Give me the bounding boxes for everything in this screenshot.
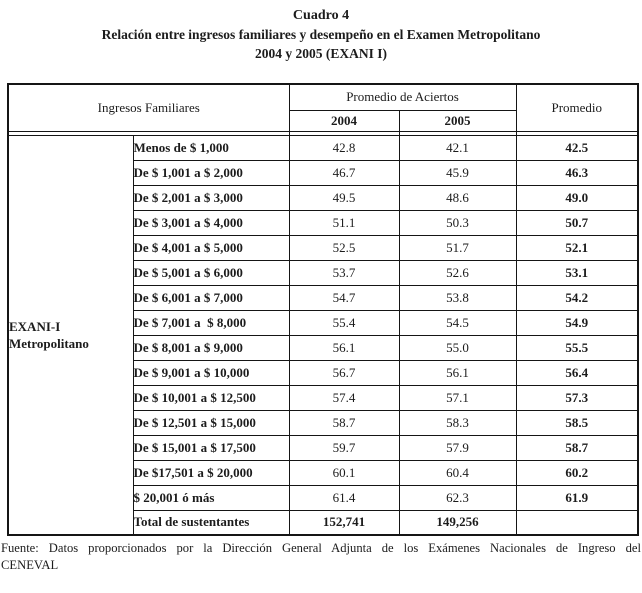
table-row: De $ 8,001 a $ 9,000 56.1 55.0 55.5 <box>8 334 639 361</box>
income-range-cell: De $ 1,001 a $ 2,000 <box>132 159 290 186</box>
promedio-cell: 57.3 <box>515 384 639 411</box>
promedio-cell: 61.9 <box>515 484 639 511</box>
score-2004-cell: 52.5 <box>288 234 400 261</box>
score-2004-cell: 56.7 <box>288 359 400 386</box>
header-year-2005: 2005 <box>398 109 517 132</box>
promedio-cell: 55.5 <box>515 334 639 361</box>
header-promedio: Promedio <box>515 83 639 132</box>
promedio-cell: 58.5 <box>515 409 639 436</box>
promedio-cell: 54.2 <box>515 284 639 311</box>
promedio-cell: 50.7 <box>515 209 639 236</box>
score-2004-cell: 46.7 <box>288 159 400 186</box>
exam-group-line1: EXANI-I <box>9 318 61 334</box>
score-2004-cell: 60.1 <box>288 459 400 486</box>
income-range-cell: De $ 8,001 a $ 9,000 <box>132 334 290 361</box>
promedio-cell: 46.3 <box>515 159 639 186</box>
total-row: Total de sustentantes 152,741 149,256 <box>8 509 639 536</box>
score-2005-cell: 48.6 <box>398 184 517 211</box>
income-range-cell: De $ 2,001 a $ 3,000 <box>132 184 290 211</box>
score-2005-cell: 56.1 <box>398 359 517 386</box>
score-2004-cell: 42.8 <box>288 134 400 161</box>
score-2004-cell: 53.7 <box>288 259 400 286</box>
header-promedio-de-aciertos: Promedio de Aciertos <box>288 83 517 111</box>
score-2005-cell: 62.3 <box>398 484 517 511</box>
table-row: $ 20,001 ó más 61.4 62.3 61.9 <box>8 484 639 511</box>
table-row: De $ 1,001 a $ 2,000 46.7 45.9 46.3 <box>8 159 639 186</box>
score-2005-cell: 55.0 <box>398 334 517 361</box>
income-range-cell: De $ 4,001 a $ 5,000 <box>132 234 290 261</box>
score-2004-cell: 55.4 <box>288 309 400 336</box>
score-2005-cell: 60.4 <box>398 459 517 486</box>
score-2005-cell: 54.5 <box>398 309 517 336</box>
promedio-cell: 49.0 <box>515 184 639 211</box>
promedio-cell: 60.2 <box>515 459 639 486</box>
income-range-cell: $ 20,001 ó más <box>132 484 290 511</box>
income-range-cell: De $ 3,001 a $ 4,000 <box>132 209 290 236</box>
table-title-block: Cuadro 4 Relación entre ingresos familia… <box>0 6 642 63</box>
source-note-line2: CENEVAL <box>1 558 59 572</box>
promedio-cell: 58.7 <box>515 434 639 461</box>
exam-group-cell: EXANI-I Metropolitano <box>7 134 134 536</box>
total-label-cell: Total de sustentantes <box>132 509 290 536</box>
score-2005-cell: 52.6 <box>398 259 517 286</box>
income-range-cell: Menos de $ 1,000 <box>132 134 290 161</box>
cuadro-number: Cuadro 4 <box>292 8 350 23</box>
table-row: De $ 3,001 a $ 4,000 51.1 50.3 50.7 <box>8 209 639 236</box>
income-range-cell: De $17,501 a $ 20,000 <box>132 459 290 486</box>
income-range-cell: De $ 9,001 a $ 10,000 <box>132 359 290 386</box>
source-note-line1: Fuente: Datos proporcionados por la Dire… <box>1 541 641 555</box>
score-2005-cell: 50.3 <box>398 209 517 236</box>
income-performance-table: Ingresos Familiares Promedio de Aciertos… <box>7 83 640 536</box>
score-2005-cell: 57.9 <box>398 434 517 461</box>
income-range-cell: De $ 12,501 a $ 15,000 <box>132 409 290 436</box>
score-2005-cell: 45.9 <box>398 159 517 186</box>
score-2004-cell: 59.7 <box>288 434 400 461</box>
source-note: Fuente: Datos proporcionados por la Dire… <box>0 540 642 574</box>
score-2005-cell: 53.8 <box>398 284 517 311</box>
income-range-cell: De $ 7,001 a $ 8,000 <box>132 309 290 336</box>
header-year-2004: 2004 <box>288 109 400 132</box>
score-2004-cell: 58.7 <box>288 409 400 436</box>
score-2004-cell: 54.7 <box>288 284 400 311</box>
score-2005-cell: 58.3 <box>398 409 517 436</box>
table-row: De $ 6,001 a $ 7,000 54.7 53.8 54.2 <box>8 284 639 311</box>
header-ingresos-familiares: Ingresos Familiares <box>7 83 290 132</box>
total-2005-cell: 149,256 <box>398 509 517 536</box>
table-row: De $ 15,001 a $ 17,500 59.7 57.9 58.7 <box>8 434 639 461</box>
table-row: De $ 5,001 a $ 6,000 53.7 52.6 53.1 <box>8 259 639 286</box>
income-range-cell: De $ 10,001 a $ 12,500 <box>132 384 290 411</box>
income-range-cell: De $ 6,001 a $ 7,000 <box>132 284 290 311</box>
table-row: EXANI-I Metropolitano Menos de $ 1,000 4… <box>7 134 639 536</box>
total-2004-cell: 152,741 <box>288 509 400 536</box>
table-row: De $ 2,001 a $ 3,000 49.5 48.6 49.0 <box>8 184 639 211</box>
score-2005-cell: 51.7 <box>398 234 517 261</box>
score-2004-cell: 51.1 <box>288 209 400 236</box>
exam-group-line2: Metropolitano <box>9 335 89 351</box>
table-row: De $17,501 a $ 20,000 60.1 60.4 60.2 <box>8 459 639 486</box>
score-2004-cell: 57.4 <box>288 384 400 411</box>
table-row: De $ 7,001 a $ 8,000 55.4 54.5 54.9 <box>8 309 639 336</box>
score-2005-cell: 57.1 <box>398 384 517 411</box>
score-2004-cell: 56.1 <box>288 334 400 361</box>
table-row: De $ 4,001 a $ 5,000 52.5 51.7 52.1 <box>8 234 639 261</box>
table-subtitle: 2004 y 2005 (EXANI I) <box>254 46 387 61</box>
income-range-cell: De $ 15,001 a $ 17,500 <box>132 434 290 461</box>
promedio-cell: 53.1 <box>515 259 639 286</box>
score-2005-cell: 42.1 <box>398 134 517 161</box>
promedio-cell: 52.1 <box>515 234 639 261</box>
income-range-cell: De $ 5,001 a $ 6,000 <box>132 259 290 286</box>
table-title: Relación entre ingresos familiares y des… <box>101 27 541 42</box>
score-2004-cell: 49.5 <box>288 184 400 211</box>
table-row: De $ 10,001 a $ 12,500 57.4 57.1 57.3 <box>8 384 639 411</box>
total-promedio-cell <box>515 509 639 536</box>
promedio-cell: 54.9 <box>515 309 639 336</box>
promedio-cell: 42.5 <box>515 134 639 161</box>
header-row-1: Ingresos Familiares Promedio de Aciertos… <box>7 83 639 132</box>
promedio-cell: 56.4 <box>515 359 639 386</box>
score-2004-cell: 61.4 <box>288 484 400 511</box>
